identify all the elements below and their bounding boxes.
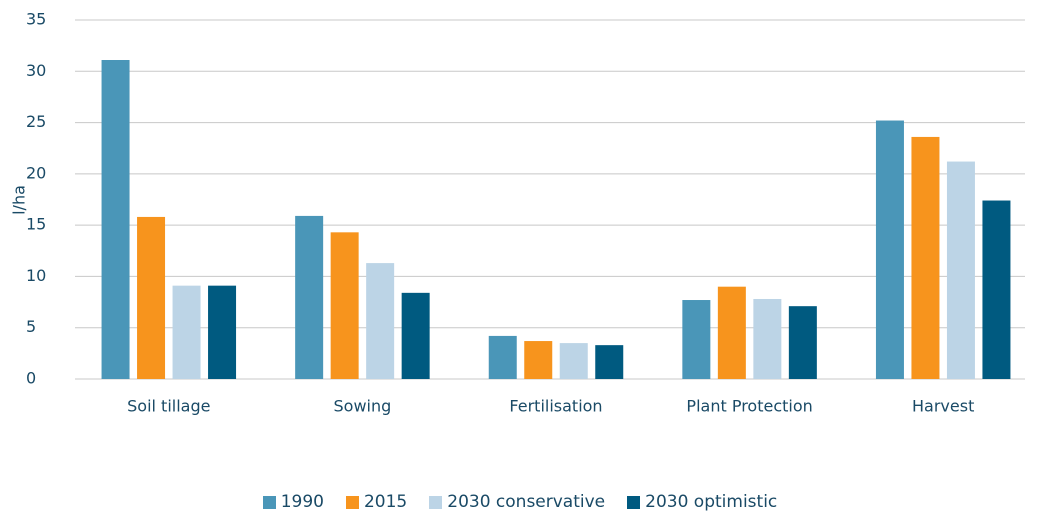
bar: [101, 60, 130, 379]
bar: [366, 263, 395, 379]
legend: 1990 2015 2030 conservative 2030 optimistic: [0, 492, 1040, 512]
legend-swatch: [345, 495, 359, 509]
y-tick-label: 5: [26, 317, 36, 336]
x-tick-label: Soil tillage: [127, 397, 210, 416]
bar: [717, 286, 746, 379]
x-tick-label: Harvest: [912, 397, 974, 416]
legend-item: 2030 conservative: [429, 492, 605, 512]
x-tick-label: Plant Protection: [686, 397, 812, 416]
legend-label: 1990: [280, 492, 324, 512]
bar: [911, 136, 940, 379]
x-tick-label: Sowing: [334, 397, 392, 416]
bar: [559, 343, 588, 379]
legend-label: 2030 optimistic: [645, 492, 778, 512]
bar: [682, 300, 711, 379]
bar: [788, 306, 817, 379]
legend-item: 2030 optimistic: [627, 492, 777, 512]
bar: [488, 335, 517, 379]
y-tick-label: 0: [26, 369, 36, 388]
y-tick-label: 20: [26, 163, 46, 182]
y-tick-label: 35: [26, 10, 46, 29]
legend-item: 1990: [262, 492, 324, 512]
bar: [330, 232, 359, 379]
legend-label: 2015: [363, 492, 408, 512]
y-tick-label: 10: [26, 266, 46, 285]
bar: [595, 345, 624, 379]
bar: [524, 341, 553, 379]
legend-label: 2030 conservative: [447, 492, 606, 512]
chart: l/ha 0 5 10 15 20 25 30 35 Soil tillage Sowing Fer…: [10, 10, 1025, 416]
y-tick-label: 25: [26, 112, 46, 131]
bar: [401, 292, 430, 379]
legend-swatch: [262, 495, 276, 509]
bar: [875, 120, 904, 380]
y-axis-label: l/ha: [10, 185, 29, 215]
bar: [208, 285, 237, 379]
bar: [753, 298, 782, 379]
legend-swatch: [627, 495, 641, 509]
bar: [172, 285, 201, 379]
bar: [137, 216, 166, 379]
y-tick-label: 15: [26, 215, 46, 234]
legend-item: 2015: [345, 492, 408, 512]
bar: [982, 200, 1011, 379]
x-tick-label: Fertilisation: [509, 397, 602, 416]
bar: [295, 215, 324, 379]
bar: [946, 161, 975, 379]
legend-swatch: [429, 495, 443, 509]
y-tick-label: 30: [26, 61, 46, 80]
